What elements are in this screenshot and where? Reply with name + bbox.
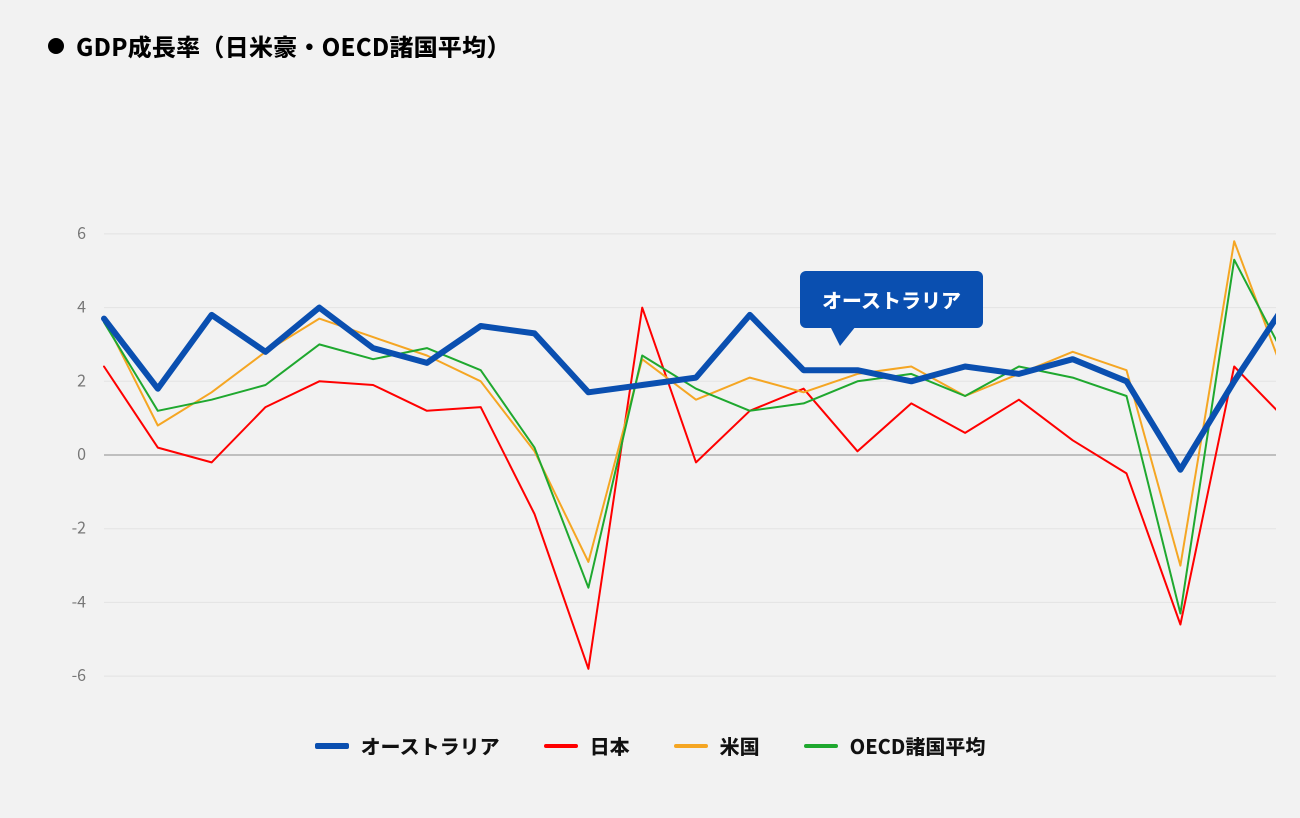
x-tick-label: 2006: [409, 722, 445, 723]
title-bullet-icon: [48, 38, 64, 54]
chart-title: GDP成長率（日米豪・OECD諸国平均）: [76, 28, 511, 63]
legend-item-australia: オーストラリア: [315, 731, 500, 760]
y-tick-label: 2: [77, 367, 86, 391]
x-tick-label: 2021: [1216, 722, 1252, 723]
x-tick-label: 2004: [302, 722, 338, 723]
x-tick-label: 2015: [894, 722, 930, 723]
x-tick-label: 2014: [840, 722, 876, 723]
legend-label: オーストラリア: [361, 731, 500, 760]
y-tick-label: -6: [72, 662, 87, 686]
annotation-text: オーストラリア: [822, 285, 961, 314]
chart-annotation-callout: オーストラリア: [800, 271, 983, 328]
y-tick-label: 4: [77, 294, 86, 318]
x-tick-label: 2022: [1270, 722, 1276, 723]
x-tick-label: 2002: [194, 722, 230, 723]
legend-item-oecd: OECD諸国平均: [804, 731, 986, 760]
series-line-usa: [104, 241, 1276, 565]
y-tick-label: 6: [77, 220, 86, 244]
chart-title-row: GDP成長率（日米豪・OECD諸国平均）: [24, 28, 1276, 63]
x-tick-label: 2007: [463, 722, 499, 723]
y-tick-label: 0: [77, 441, 86, 465]
chart-plot-wrap: -6 -4 -2 0 2 4 6 2000 2001 2002 2003 2004 2005 2006 20…: [24, 73, 1276, 723]
x-tick-label: 2020: [1163, 722, 1199, 723]
x-tick-label: 2001: [140, 722, 176, 723]
chart-container: GDP成長率（日米豪・OECD諸国平均） -6 -4 -2 0 2 4 6 2000 2001 2…: [0, 0, 1300, 818]
x-tick-label: 2016: [947, 722, 983, 723]
x-tick-label: 2019: [1109, 722, 1145, 723]
legend-label: OECD諸国平均: [850, 731, 986, 760]
x-tick-label: 2000: [86, 722, 122, 723]
legend-swatch-icon: [674, 744, 708, 748]
series-line-oecd: [104, 260, 1276, 614]
legend-item-usa: 米国: [674, 731, 760, 760]
x-tick-label: 2017: [1001, 722, 1037, 723]
x-tick-label: 2003: [248, 722, 284, 723]
x-tick-label: 2009: [571, 722, 607, 723]
legend-swatch-icon: [544, 744, 578, 748]
x-tick-label: 2011: [678, 722, 714, 723]
chart-legend: オーストラリア 日本 米国 OECD諸国平均: [24, 731, 1276, 760]
legend-item-japan: 日本: [544, 731, 630, 760]
x-tick-label: 2010: [624, 722, 660, 723]
y-tick-label: -2: [72, 515, 87, 539]
legend-swatch-icon: [315, 743, 349, 749]
x-tick-label: 2018: [1055, 722, 1091, 723]
legend-label: 米国: [720, 731, 760, 760]
y-tick-label: -4: [72, 588, 87, 612]
x-tick-label: 2005: [355, 722, 391, 723]
x-tick-label: 2008: [517, 722, 553, 723]
chart-svg: -6 -4 -2 0 2 4 6 2000 2001 2002 2003 2004 2005 2006 20…: [24, 73, 1276, 723]
legend-label: 日本: [590, 731, 630, 760]
x-tick-label: 2013: [786, 722, 822, 723]
x-tick-label: 2012: [732, 722, 768, 723]
legend-swatch-icon: [804, 744, 838, 748]
